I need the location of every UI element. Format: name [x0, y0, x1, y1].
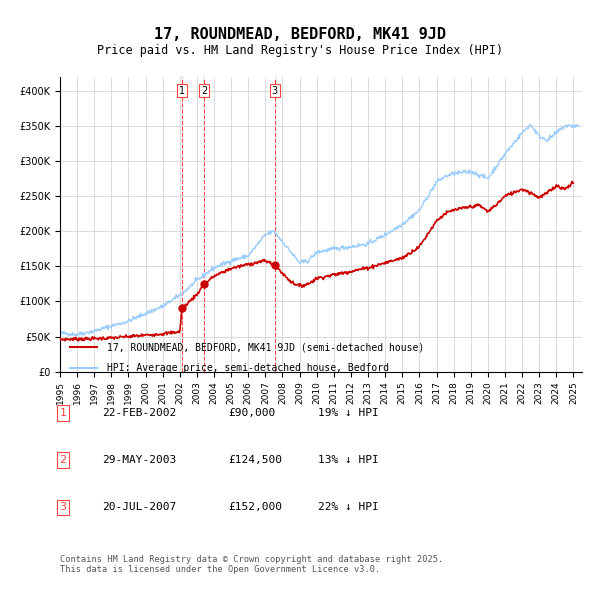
Text: HPI: Average price, semi-detached house, Bedford: HPI: Average price, semi-detached house,…	[107, 363, 389, 373]
Text: 22% ↓ HPI: 22% ↓ HPI	[318, 503, 379, 512]
Text: Price paid vs. HM Land Registry's House Price Index (HPI): Price paid vs. HM Land Registry's House …	[97, 44, 503, 57]
Point	[199, 280, 209, 289]
Text: 2: 2	[201, 86, 207, 96]
Point	[270, 260, 280, 270]
Text: 29-MAY-2003: 29-MAY-2003	[102, 455, 176, 465]
Text: £124,500: £124,500	[228, 455, 282, 465]
Text: 17, ROUNDMEAD, BEDFORD, MK41 9JD: 17, ROUNDMEAD, BEDFORD, MK41 9JD	[154, 27, 446, 41]
Text: 3: 3	[272, 86, 278, 96]
Text: 3: 3	[59, 503, 67, 512]
Text: 17, ROUNDMEAD, BEDFORD, MK41 9JD (semi-detached house): 17, ROUNDMEAD, BEDFORD, MK41 9JD (semi-d…	[107, 342, 424, 352]
Text: £152,000: £152,000	[228, 503, 282, 512]
Text: 1: 1	[59, 408, 67, 418]
Point	[177, 304, 187, 313]
Text: 20-JUL-2007: 20-JUL-2007	[102, 503, 176, 512]
Text: 22-FEB-2002: 22-FEB-2002	[102, 408, 176, 418]
Text: 1: 1	[179, 86, 185, 96]
Text: 13% ↓ HPI: 13% ↓ HPI	[318, 455, 379, 465]
Text: £90,000: £90,000	[228, 408, 275, 418]
Text: 2: 2	[59, 455, 67, 465]
Text: 19% ↓ HPI: 19% ↓ HPI	[318, 408, 379, 418]
Text: Contains HM Land Registry data © Crown copyright and database right 2025.
This d: Contains HM Land Registry data © Crown c…	[60, 555, 443, 574]
